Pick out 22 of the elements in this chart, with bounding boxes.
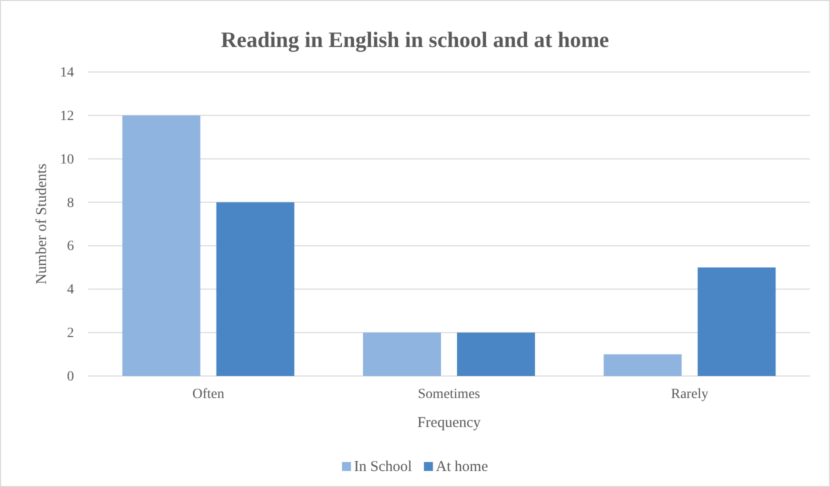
x-axis-title: Frequency	[417, 415, 482, 431]
y-tick-label: 2	[67, 326, 74, 342]
y-tick-label: 12	[60, 108, 74, 124]
bar	[122, 115, 200, 376]
legend-label: In School	[354, 459, 412, 475]
chart-title: Reading in English in school and at home	[220, 27, 610, 52]
bar	[604, 354, 682, 376]
y-tick-label: 8	[67, 196, 74, 211]
y-tick-label: 14	[60, 65, 74, 80]
x-tick-label: Sometimes	[418, 386, 480, 402]
y-tick-label: 0	[67, 369, 74, 384]
bar	[363, 332, 441, 376]
y-tick-label: 10	[60, 152, 74, 168]
x-tick-label: Often	[192, 386, 224, 402]
y-tick-label: 4	[67, 282, 74, 298]
bar	[698, 267, 776, 376]
y-axis-title: Number of Students	[34, 163, 50, 284]
bar	[216, 202, 294, 376]
legend-label: At home	[436, 459, 488, 475]
x-tick-label: Rarely	[671, 386, 708, 402]
y-tick-label: 6	[67, 239, 74, 254]
bar	[457, 332, 535, 376]
